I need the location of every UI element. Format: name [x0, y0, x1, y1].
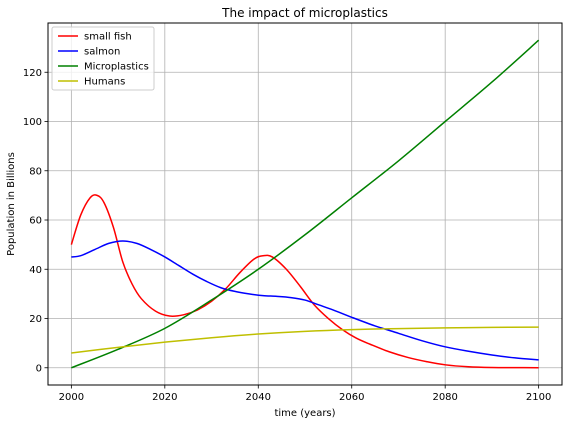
y-axis: 0 20 40 60 80 100 120 — [23, 68, 48, 374]
x-tick-label: 2000 — [59, 392, 84, 403]
series-line-small-fish — [70, 194, 539, 369]
x-tick-label: 2020 — [152, 392, 177, 403]
y-tick-label: 0 — [36, 363, 42, 374]
x-tick-label: 2060 — [339, 392, 364, 403]
x-axis-label: time (years) — [274, 408, 335, 419]
series-line-humans — [71, 326, 539, 354]
legend: small fish salmon Microplastics Humans — [51, 26, 155, 91]
series-line-microplastics — [71, 39, 540, 369]
y-tick-label: 80 — [29, 166, 42, 177]
y-tick-label: 40 — [29, 265, 42, 276]
x-tick-label: 2080 — [432, 392, 457, 403]
y-tick-label: 120 — [23, 68, 42, 79]
legend-box — [51, 26, 155, 91]
y-axis-label: Population in Billions — [6, 152, 17, 256]
legend-label-humans: Humans — [84, 77, 125, 88]
x-axis: 2000 2020 2040 2060 2080 2100 — [59, 385, 551, 403]
x-tick-label: 2040 — [246, 392, 271, 403]
chart-title: The impact of microplastics — [221, 6, 388, 20]
legend-label-microplastics: Microplastics — [84, 62, 149, 73]
plot-frame — [47, 22, 563, 386]
series-line-salmon — [71, 240, 539, 361]
legend-label-small-fish: small fish — [84, 32, 132, 43]
y-tick-label: 100 — [23, 117, 42, 128]
y-tick-label: 20 — [29, 314, 42, 325]
series-lines — [70, 39, 540, 369]
x-tick-label: 2100 — [526, 392, 551, 403]
y-tick-label: 60 — [29, 216, 42, 227]
legend-label-salmon: salmon — [84, 47, 120, 58]
grid — [48, 23, 562, 385]
